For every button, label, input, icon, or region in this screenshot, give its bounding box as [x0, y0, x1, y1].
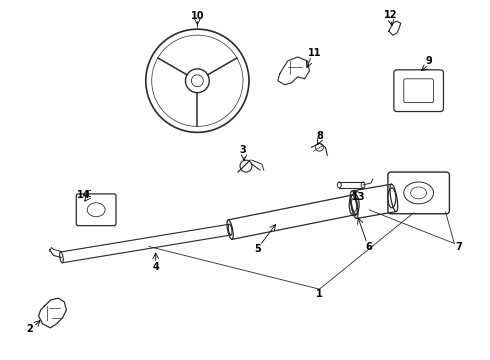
Text: 13: 13 — [352, 192, 366, 202]
Text: 3: 3 — [240, 145, 246, 155]
Text: 8: 8 — [316, 131, 323, 141]
Text: 14: 14 — [76, 190, 90, 200]
Text: 10: 10 — [191, 11, 204, 21]
Text: 6: 6 — [366, 243, 372, 252]
Text: 9: 9 — [425, 56, 432, 66]
Text: 5: 5 — [254, 244, 261, 255]
Text: 2: 2 — [26, 324, 33, 334]
Text: 7: 7 — [455, 243, 462, 252]
Text: 11: 11 — [308, 48, 321, 58]
Text: 4: 4 — [152, 262, 159, 272]
Text: 12: 12 — [384, 10, 397, 20]
Text: 1: 1 — [316, 289, 323, 299]
